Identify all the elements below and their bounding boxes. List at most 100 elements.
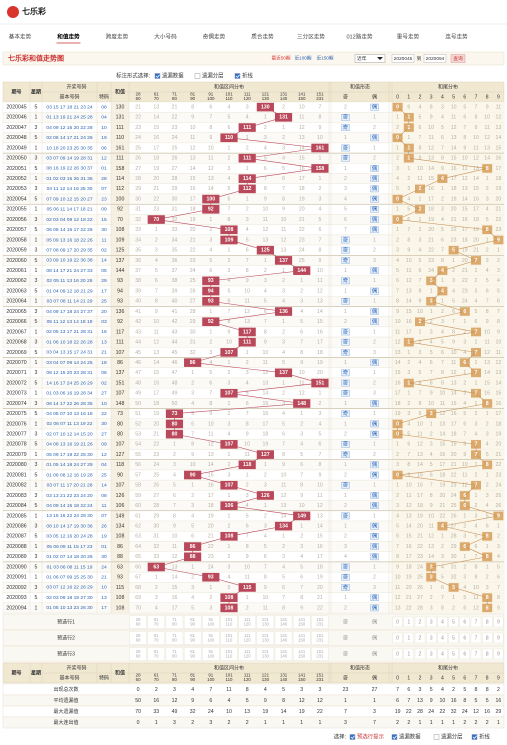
preselect-cell[interactable] bbox=[493, 616, 504, 628]
preselect-cell[interactable] bbox=[493, 648, 504, 660]
from-input[interactable] bbox=[391, 54, 415, 63]
to-input[interactable] bbox=[423, 54, 447, 63]
preselect-cell[interactable] bbox=[202, 615, 220, 629]
nav-tab[interactable]: 三分区走势 bbox=[297, 32, 325, 40]
preselect-cell[interactable] bbox=[470, 616, 482, 628]
preselect-cell[interactable] bbox=[256, 631, 275, 645]
preselect-cell[interactable] bbox=[311, 631, 329, 645]
preselect-shape[interactable]: 奇 bbox=[343, 617, 348, 625]
preselect-cell[interactable] bbox=[238, 647, 256, 661]
preselect-shape[interactable]: 奇 bbox=[343, 649, 348, 657]
preselect-cell[interactable] bbox=[426, 648, 437, 660]
query-btn[interactable] bbox=[450, 54, 466, 63]
nav-tab[interactable]: 和值走势 bbox=[57, 32, 80, 40]
preselect-cell[interactable] bbox=[256, 615, 275, 629]
preselect-cell[interactable] bbox=[482, 648, 493, 660]
preselect-cell[interactable] bbox=[426, 632, 437, 644]
preselect-cell[interactable] bbox=[311, 647, 329, 661]
preselect-cell[interactable] bbox=[147, 631, 165, 645]
preselect-cell[interactable] bbox=[183, 647, 202, 661]
nav-tab[interactable]: 重号走势 bbox=[397, 32, 420, 40]
preselect-cell[interactable] bbox=[165, 615, 184, 629]
omission: 17 bbox=[299, 176, 305, 182]
query-text[interactable]: 查询 bbox=[453, 55, 463, 62]
preselect-cell[interactable] bbox=[403, 632, 414, 644]
omission: 20 bbox=[317, 585, 323, 591]
preselect-shape[interactable]: 偶 bbox=[372, 633, 377, 641]
preselect-cell[interactable] bbox=[437, 632, 448, 644]
nav-tab[interactable]: 012路走势 bbox=[346, 32, 373, 40]
preselect-cell[interactable] bbox=[459, 648, 470, 660]
preselect-cell[interactable] bbox=[448, 632, 459, 644]
preselect-cell[interactable] bbox=[293, 647, 311, 661]
preselect-cell[interactable] bbox=[274, 647, 293, 661]
option-checkbox[interactable] bbox=[234, 73, 241, 79]
select-box[interactable] bbox=[354, 54, 386, 63]
preselect-cell[interactable] bbox=[459, 632, 470, 644]
preselect-cell[interactable] bbox=[129, 615, 147, 629]
preselect-cell[interactable] bbox=[437, 616, 448, 628]
preselect-cell[interactable] bbox=[493, 632, 504, 644]
preselect-cell[interactable] bbox=[238, 615, 256, 629]
preselect-cell[interactable] bbox=[183, 631, 202, 645]
preselect-cell[interactable] bbox=[183, 615, 202, 629]
preselect-cell[interactable] bbox=[392, 616, 403, 628]
preselect-shape[interactable]: 偶 bbox=[372, 649, 377, 657]
preselect-cell[interactable] bbox=[274, 631, 293, 645]
option-checkbox[interactable] bbox=[154, 73, 161, 79]
preselect-cell[interactable] bbox=[202, 631, 220, 645]
nav-tab[interactable]: 基本走势 bbox=[9, 32, 32, 40]
omission: 15 bbox=[395, 370, 401, 376]
omission: 23 bbox=[172, 125, 178, 131]
preselect-cell[interactable] bbox=[414, 648, 426, 660]
period-link[interactable]: 近100期 bbox=[295, 55, 312, 62]
preselect-cell[interactable] bbox=[220, 615, 238, 629]
preselect-cell[interactable] bbox=[392, 648, 403, 660]
period-link[interactable]: 最近50期 bbox=[272, 55, 291, 62]
preselect-cell[interactable] bbox=[448, 616, 459, 628]
preselect-shape[interactable]: 奇 bbox=[343, 633, 348, 641]
nav-tab[interactable]: 连号走势 bbox=[445, 32, 468, 40]
preselect-cell[interactable] bbox=[459, 616, 470, 628]
preselect-cell[interactable] bbox=[238, 631, 256, 645]
preselect-cell[interactable] bbox=[165, 631, 184, 645]
preselect-cell[interactable] bbox=[274, 615, 293, 629]
nav-tab[interactable]: 质合走势 bbox=[251, 32, 274, 40]
preselect-cell[interactable] bbox=[220, 631, 238, 645]
nav-tab[interactable]: 大小号码 bbox=[154, 32, 177, 40]
footer-checkbox[interactable] bbox=[471, 734, 478, 740]
preselect-cell[interactable] bbox=[256, 647, 275, 661]
preselect-cell[interactable] bbox=[482, 632, 493, 644]
option-checkbox[interactable] bbox=[194, 73, 201, 79]
nav-tab[interactable]: 跨度走势 bbox=[106, 32, 129, 40]
preselect-cell[interactable] bbox=[414, 616, 426, 628]
preselect-cell[interactable] bbox=[147, 647, 165, 661]
preselect-cell[interactable] bbox=[470, 648, 482, 660]
shape-hit-text: 偶 bbox=[372, 266, 377, 274]
preselect-cell[interactable] bbox=[311, 615, 329, 629]
preselect-shape[interactable]: 偶 bbox=[372, 617, 377, 625]
preselect-cell[interactable] bbox=[482, 616, 493, 628]
footer-checkbox[interactable] bbox=[391, 734, 398, 740]
period-link[interactable]: 近150期 bbox=[317, 55, 334, 62]
preselect-cell[interactable] bbox=[129, 647, 147, 661]
nav-tab[interactable]: 奇偶走势 bbox=[203, 32, 226, 40]
preselect-cell[interactable] bbox=[403, 648, 414, 660]
preselect-cell[interactable] bbox=[470, 632, 482, 644]
preselect-cell[interactable] bbox=[448, 648, 459, 660]
preselect-cell[interactable] bbox=[392, 632, 403, 644]
footer-checkbox[interactable] bbox=[349, 734, 356, 740]
preselect-cell[interactable] bbox=[129, 631, 147, 645]
preselect-cell[interactable] bbox=[202, 647, 220, 661]
preselect-cell[interactable] bbox=[414, 632, 426, 644]
preselect-cell[interactable] bbox=[220, 647, 238, 661]
preselect-cell[interactable] bbox=[426, 616, 437, 628]
footer-checkbox[interactable] bbox=[433, 734, 440, 740]
shape-hit-text: 奇 bbox=[343, 256, 348, 264]
preselect-cell[interactable] bbox=[437, 648, 448, 660]
preselect-cell[interactable] bbox=[165, 647, 184, 661]
preselect-cell[interactable] bbox=[403, 616, 414, 628]
preselect-cell[interactable] bbox=[293, 615, 311, 629]
preselect-cell[interactable] bbox=[293, 631, 311, 645]
preselect-cell[interactable] bbox=[147, 615, 165, 629]
